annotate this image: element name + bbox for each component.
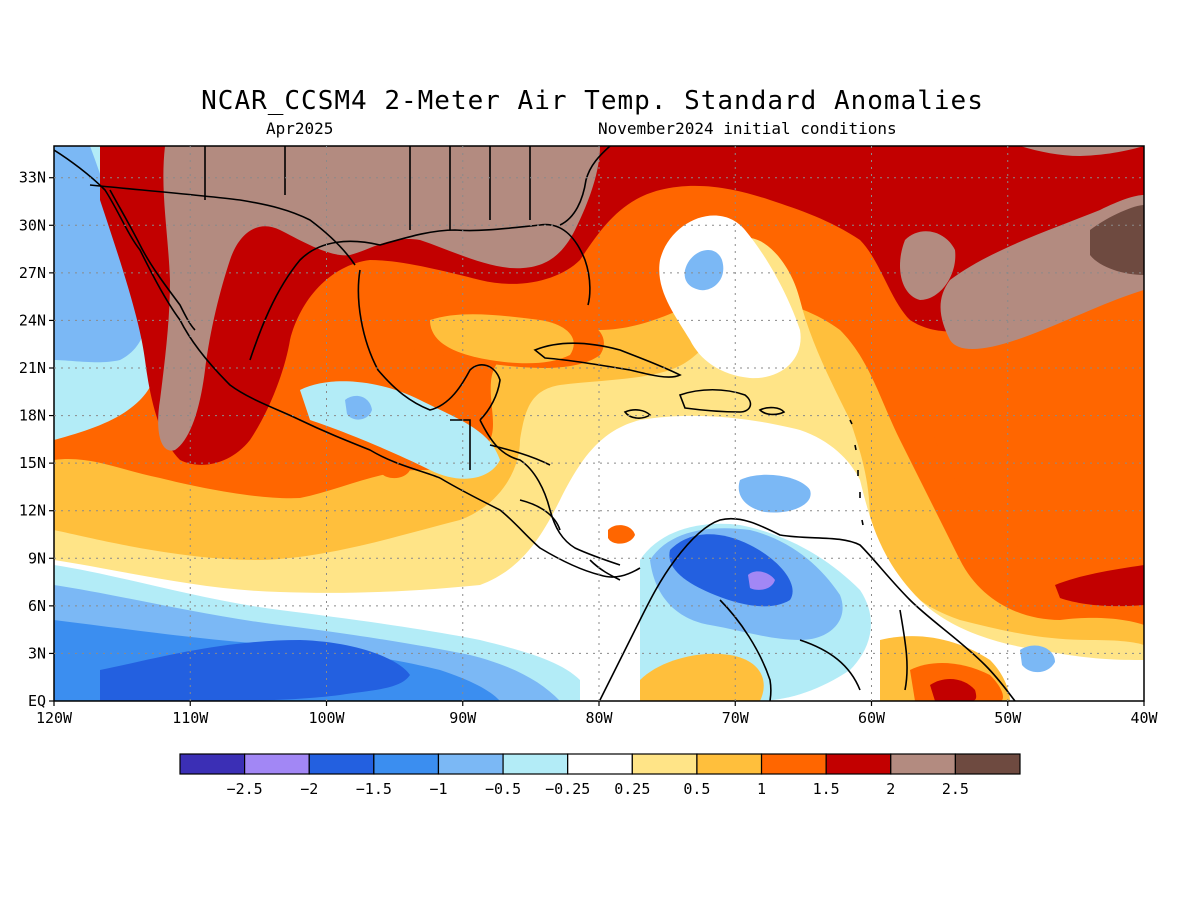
field-east-orange <box>930 355 1144 580</box>
legend-label: −1 <box>429 780 447 798</box>
field-caribbean-cool <box>738 474 811 513</box>
field-pacific-cool-4 <box>100 640 410 701</box>
legend-label: 1.5 <box>813 780 840 798</box>
latitude-labels: 33N 30N 27N 24N 21N 18N 15N 12N 9N 6N 3N EQ <box>19 169 46 710</box>
lat-label: 9N <box>28 549 46 567</box>
border-sa-1 <box>719 599 772 701</box>
legend-swatch <box>308 753 375 775</box>
lat-label: EQ <box>28 692 46 710</box>
coast-florida <box>559 146 611 226</box>
field-westcoast-cool-2 <box>54 146 147 363</box>
lat-label: 12N <box>19 502 46 520</box>
coast-baja-mexico <box>54 149 441 479</box>
border-central-america <box>450 419 621 581</box>
lat-label: 30N <box>19 216 46 234</box>
lat-label: 18N <box>19 407 46 425</box>
coast-hispaniola <box>678 389 752 413</box>
lat-label: 3N <box>28 644 46 662</box>
field-gulf-yellow <box>430 314 574 364</box>
legend-swatch <box>502 753 569 775</box>
coast-caribbean-ca <box>479 419 621 566</box>
legend-swatch <box>373 753 440 775</box>
legend-swatch <box>631 753 698 775</box>
coast-yucatan <box>357 269 501 421</box>
legend-swatch <box>954 753 1021 775</box>
legend-swatch <box>890 753 956 775</box>
field-sa-cool-4 <box>748 571 775 590</box>
lat-label: 27N <box>19 264 46 282</box>
legend-label: 0.5 <box>683 780 710 798</box>
lon-label: 40W <box>1130 709 1158 727</box>
coastlines <box>54 146 1016 701</box>
field-atlantic-brown-2 <box>900 231 956 300</box>
legend-label: −2 <box>300 780 318 798</box>
lat-label: 24N <box>19 311 46 329</box>
lon-label: 120W <box>36 709 73 727</box>
field-atlantic-cool <box>684 249 724 291</box>
lat-label: 21N <box>19 359 46 377</box>
legend-label: 0.25 <box>614 780 650 798</box>
coast-puerto-rico <box>758 406 786 416</box>
coast-cuba <box>533 342 682 378</box>
legend-label: −2.5 <box>227 780 263 798</box>
legend-label: −0.25 <box>545 780 590 798</box>
border-sa-2 <box>799 639 861 691</box>
field-atlantic-darkbrown <box>1090 205 1144 275</box>
legend-label: −1.5 <box>356 780 392 798</box>
legend-swatch <box>567 753 633 775</box>
lon-label: 70W <box>722 709 750 727</box>
init-conditions-label: November2024 initial conditions <box>598 119 897 138</box>
lon-label: 100W <box>308 709 345 727</box>
field-carib-orange-cell <box>608 525 635 544</box>
field-central-cool-2 <box>345 395 372 420</box>
legend-swatch <box>437 753 504 775</box>
legend-swatch <box>825 753 892 775</box>
legend-swatch <box>696 753 763 775</box>
legend-swatch <box>179 753 246 775</box>
legend-label: 2 <box>886 780 895 798</box>
lon-label: 50W <box>994 709 1022 727</box>
color-legend <box>179 753 1021 775</box>
border-us-states <box>204 146 531 230</box>
legend-label: −0.5 <box>485 780 521 798</box>
legend-swatch <box>760 753 827 775</box>
field-sa-warm-4 <box>930 678 977 701</box>
color-legend-labels: −2.5 −2 −1.5 −1 −0.5 −0.25 0.25 0.5 1 1.5 2 2.5 <box>227 780 969 798</box>
legend-label: 1 <box>757 780 766 798</box>
field-atl-cool-small <box>1020 645 1055 673</box>
coast-gulf-mexico <box>249 223 591 361</box>
border-sa-3 <box>899 609 908 691</box>
legend-swatch <box>244 753 310 775</box>
lat-label: 15N <box>19 454 46 472</box>
field-ne-brown <box>1020 146 1144 156</box>
lon-label: 80W <box>585 709 613 727</box>
lon-label: 60W <box>858 709 886 727</box>
lat-label: 33N <box>19 169 46 187</box>
axis-ticks <box>49 177 1145 706</box>
coast-lesser-antilles <box>849 419 864 526</box>
coast-jamaica <box>623 409 652 419</box>
field-east-red <box>1055 565 1144 607</box>
border-us-mexico <box>89 184 356 266</box>
coast-baja <box>109 189 196 331</box>
field-sa-warm-1 <box>640 653 764 701</box>
lon-label: 110W <box>172 709 209 727</box>
legend-label: 2.5 <box>942 780 969 798</box>
lat-label: 6N <box>28 597 46 615</box>
map-title: NCAR_CCSM4 2-Meter Air Temp. Standard An… <box>201 86 984 116</box>
lon-label: 90W <box>449 709 477 727</box>
gridlines <box>54 146 1144 701</box>
longitude-labels: 120W 110W 100W 90W 80W 70W 60W 50W 40W <box>36 709 1159 727</box>
coast-south-america-north <box>599 517 1016 701</box>
valid-month-label: Apr2025 <box>266 119 334 138</box>
coast-central-america <box>439 477 641 578</box>
anomaly-field <box>54 146 1144 701</box>
field-us-brown <box>158 146 600 451</box>
